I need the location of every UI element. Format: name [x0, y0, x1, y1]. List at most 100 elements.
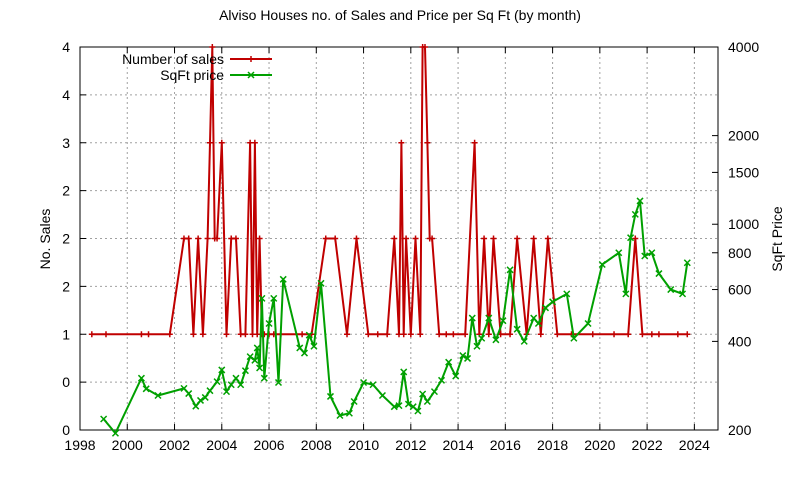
- price-point: [667, 286, 675, 294]
- sales-point: [655, 331, 662, 338]
- price-point: [463, 354, 472, 362]
- price-point: [641, 252, 649, 260]
- price-point: [222, 388, 231, 396]
- y2-tick-label: 400: [728, 333, 752, 349]
- price-point: [452, 372, 460, 380]
- y2-tick-label: 1500: [728, 164, 759, 180]
- price-point: [274, 378, 283, 387]
- x-tick-label: 2012: [395, 437, 426, 453]
- sales-point: [365, 331, 372, 338]
- price-point: [336, 411, 344, 420]
- x-tick-label: 2020: [584, 437, 615, 453]
- sales-point: [436, 331, 443, 338]
- price-point: [279, 275, 287, 283]
- price-point: [473, 342, 481, 350]
- sales-point: [611, 331, 618, 338]
- sales-point: [684, 331, 691, 338]
- sales-point: [199, 331, 206, 338]
- price-point: [478, 334, 486, 342]
- sales-point: [102, 331, 109, 338]
- price-point: [395, 402, 403, 410]
- sales-point: [204, 235, 211, 242]
- chart-title: Alviso Houses no. of Sales and Price per…: [219, 7, 581, 23]
- x-tick-label: 1998: [64, 437, 95, 453]
- y-axis-label: No. Sales: [37, 209, 53, 270]
- sales-point: [374, 331, 381, 338]
- price-point: [258, 294, 266, 302]
- sales-point: [490, 235, 497, 242]
- price-point: [584, 319, 592, 328]
- price-point: [430, 388, 438, 396]
- sales-point: [232, 235, 239, 242]
- price-point: [256, 364, 264, 372]
- price-point: [241, 367, 249, 375]
- y2-tick-label: 2000: [728, 128, 759, 144]
- sales-point: [530, 235, 537, 242]
- sales-point: [384, 331, 391, 338]
- sales-point: [185, 235, 192, 242]
- price-point: [369, 381, 377, 389]
- price-point: [570, 334, 578, 342]
- price-series: [100, 197, 691, 437]
- price-point: [237, 381, 245, 389]
- price-point: [419, 390, 427, 398]
- sales-point: [485, 331, 492, 338]
- y2-tick-label: 200: [728, 422, 752, 438]
- price-point: [350, 397, 358, 406]
- price-point: [100, 415, 108, 423]
- sales-point: [209, 44, 216, 50]
- price-point: [615, 249, 623, 257]
- x-tick-label: 2002: [159, 437, 190, 453]
- price-point: [232, 374, 240, 382]
- price-point: [378, 391, 386, 400]
- price-point: [400, 368, 408, 376]
- price-point: [534, 319, 542, 328]
- legend-label-sales: Number of sales: [122, 51, 224, 67]
- x-tick-label: 2018: [537, 437, 568, 453]
- sales-point: [88, 331, 95, 338]
- y-tick-label: 2: [62, 183, 70, 199]
- price-point: [300, 349, 309, 357]
- y-axis-left: 0 0 1 2 2 2 3 4 4: [62, 39, 86, 438]
- sales-point: [299, 331, 306, 338]
- sales-point: [344, 331, 351, 338]
- price-point: [111, 429, 119, 437]
- sales-point: [443, 331, 450, 338]
- sales-point: [223, 331, 230, 338]
- legend-marker-price: [247, 71, 255, 79]
- price-point: [246, 353, 254, 361]
- grid-lines: [80, 47, 718, 430]
- sales-point: [674, 331, 681, 338]
- sales-point: [398, 139, 405, 146]
- sales-point: [218, 139, 225, 146]
- price-point: [459, 352, 467, 360]
- sales-point: [421, 44, 428, 50]
- y-tick-label: 0: [62, 374, 70, 390]
- price-point: [520, 337, 528, 345]
- price-point: [142, 385, 150, 393]
- y-tick-label: 2: [62, 231, 70, 247]
- y-tick-label: 1: [62, 326, 70, 342]
- price-point: [530, 314, 538, 322]
- sales-point: [190, 331, 197, 338]
- price-point: [468, 314, 476, 322]
- y-tick-label: 3: [62, 135, 70, 151]
- price-point: [310, 342, 318, 350]
- price-point: [485, 314, 493, 322]
- sales-point: [471, 139, 478, 146]
- y2-tick-label: 600: [728, 282, 752, 298]
- price-point: [137, 374, 145, 382]
- sales-point: [412, 235, 419, 242]
- sales-point: [195, 235, 202, 242]
- sales-series: [88, 44, 691, 338]
- price-point: [563, 290, 571, 298]
- price-point: [201, 393, 209, 401]
- sales-point: [625, 331, 632, 338]
- y-tick-label: 2: [62, 278, 70, 294]
- price-point: [438, 376, 446, 384]
- price-point: [213, 378, 221, 386]
- price-point: [622, 290, 630, 298]
- sales-point: [242, 331, 249, 338]
- price-point: [206, 387, 214, 395]
